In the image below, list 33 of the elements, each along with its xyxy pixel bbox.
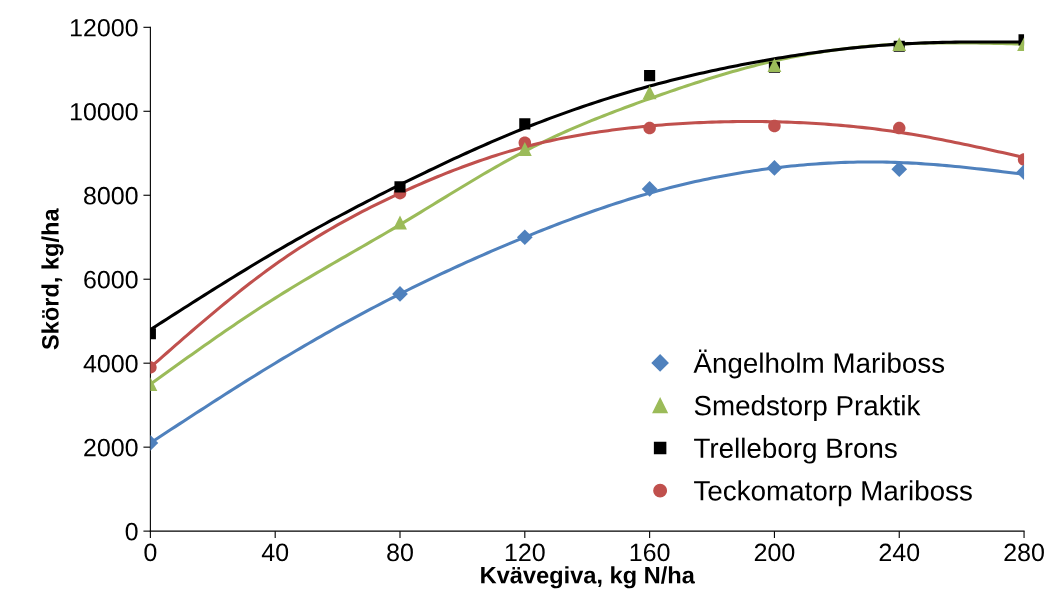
y-tick-label: 6000 xyxy=(84,270,138,289)
point xyxy=(766,160,783,176)
x-tick-label: 240 xyxy=(879,543,920,562)
point xyxy=(892,121,906,135)
y-tick-label: 12000 xyxy=(70,18,138,37)
x-axis-title: Kvävegiva, kg N/ha xyxy=(481,566,695,589)
legend-label: Trelleborg Brons xyxy=(694,437,897,464)
point xyxy=(644,70,656,82)
legend-label: Teckomatorp Mariboss xyxy=(694,480,972,507)
x-tick-label: 120 xyxy=(505,543,545,562)
legend-label: Smedstorp Praktik xyxy=(694,395,921,421)
y-tick-label: 10000 xyxy=(70,102,138,121)
point xyxy=(643,121,656,135)
legend-label: Ängelholm Mariboss xyxy=(693,349,945,379)
x-tick-label: 280 xyxy=(1004,543,1044,562)
point xyxy=(517,142,532,157)
point xyxy=(768,119,781,133)
point xyxy=(641,181,658,197)
x-tick-label: 40 xyxy=(261,543,289,562)
point xyxy=(392,286,408,302)
point xyxy=(519,118,531,130)
y-tick-label: 4000 xyxy=(83,354,138,373)
x-tick-label: 0 xyxy=(144,543,157,562)
x-tick-label: 160 xyxy=(630,543,670,562)
point xyxy=(394,181,406,193)
point xyxy=(516,229,533,246)
y-axis-title: Skörd, kg/ha xyxy=(41,208,64,350)
y-tick-label: 0 xyxy=(125,522,138,541)
x-tick-label: 80 xyxy=(387,543,413,562)
y-tick-label: 8000 xyxy=(84,186,138,205)
y-tick-label: 2000 xyxy=(84,438,138,457)
x-tick-label: 200 xyxy=(754,543,795,562)
point xyxy=(642,85,657,100)
